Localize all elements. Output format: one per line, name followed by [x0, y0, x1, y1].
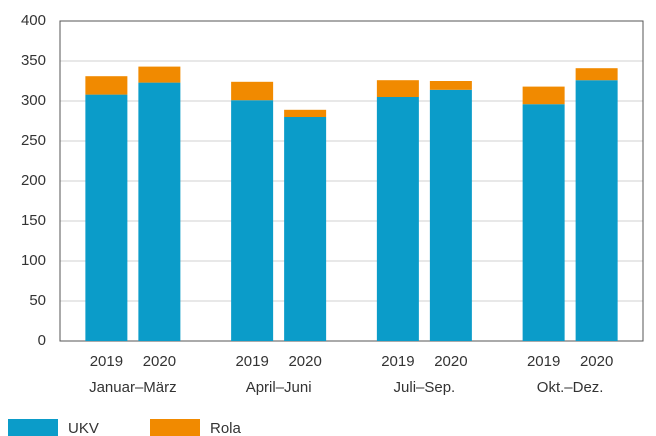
bar-segment [575, 80, 618, 341]
label-layer: 0 50 100 150 200 250 300 350 400 Januar–März April… [8, 12, 613, 436]
bar-segment [376, 80, 419, 97]
group-label: Januar–März [89, 379, 177, 396]
y-tick-label: 300 [21, 92, 46, 109]
bar-segment [284, 109, 327, 117]
y-tick-label: 200 [21, 172, 46, 189]
group-label: Okt.–Dez. [537, 379, 604, 396]
bar-segment [522, 104, 565, 341]
bar-segment [522, 86, 565, 105]
x-tick-label: 2020 [143, 353, 176, 370]
bar-segment [429, 81, 472, 90]
bar-segment [85, 94, 128, 341]
bar-segment [575, 68, 618, 81]
y-tick-label: 250 [21, 132, 46, 149]
y-tick-label: 100 [21, 252, 46, 269]
x-tick-label: 2019 [235, 353, 268, 370]
bar-segment [85, 76, 128, 95]
group-label: Juli–Sep. [394, 379, 456, 396]
y-tick-label: 0 [38, 332, 46, 349]
y-tick-label: 50 [29, 292, 46, 309]
group-label: April–Juni [246, 379, 312, 396]
x-tick-label: 2020 [434, 353, 467, 370]
x-tick-label: 2020 [580, 353, 613, 370]
y-tick-label: 350 [21, 52, 46, 69]
bar-segment [284, 117, 327, 341]
bar-layer [85, 66, 618, 341]
x-tick-label: 2020 [288, 353, 321, 370]
bar-segment [231, 100, 274, 341]
legend-swatch [150, 419, 200, 436]
bar-segment [429, 89, 472, 341]
x-tick-label: 2019 [90, 353, 123, 370]
y-tick-label: 400 [21, 12, 46, 29]
bar-segment [231, 81, 274, 101]
y-tick-label: 150 [21, 212, 46, 229]
bar-segment [138, 66, 181, 83]
legend-swatch [8, 419, 58, 436]
plot-frame [59, 20, 644, 342]
legend-label: UKV [68, 420, 99, 436]
bar-segment [138, 82, 181, 341]
legend-label: Rola [210, 420, 242, 436]
bar-segment [376, 97, 419, 341]
x-tick-label: 2019 [381, 353, 414, 370]
x-tick-label: 2019 [527, 353, 560, 370]
